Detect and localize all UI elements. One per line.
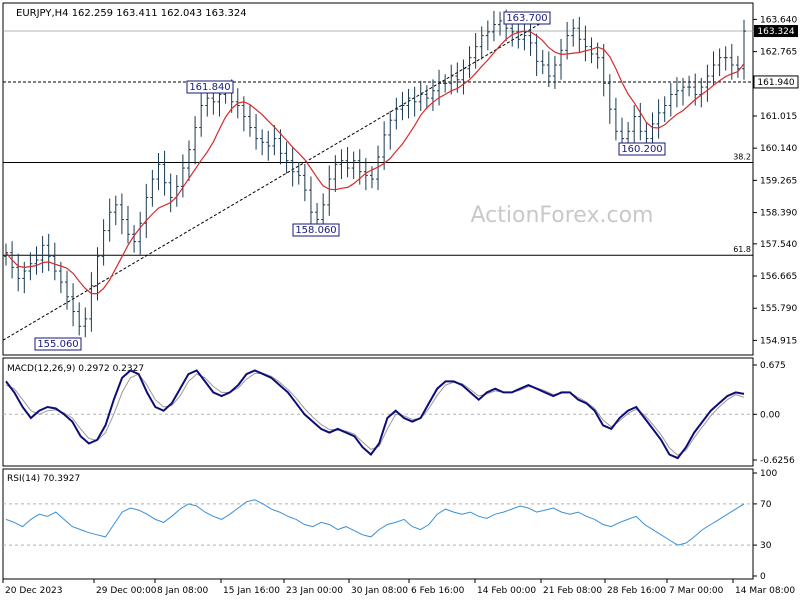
rsi-tick-label: 100	[760, 469, 777, 479]
rsi-tick-label: 0	[760, 572, 766, 582]
price-tick-label: 161.015	[760, 112, 797, 122]
time-tick-label: 14 Feb 00:00	[477, 586, 536, 596]
macd-tick-label: 0.675	[760, 361, 786, 371]
macd-panel: MACD(12,26,9) 0.2972 0.2327 0.675 0.00 -0.…	[2, 357, 795, 467]
current-price-box	[754, 25, 798, 38]
rsi-tick-label: 70	[760, 500, 772, 510]
rsi-panel-frame	[2, 468, 754, 580]
price-tick-label: 159.265	[760, 176, 797, 186]
price-annotation-box	[186, 80, 234, 94]
price-tick-label: 155.790	[760, 304, 797, 314]
rsi-line	[5, 499, 745, 546]
time-tick-label: 15 Jan 16:00	[223, 586, 280, 596]
rsi-title: RSI(14) 70.3927	[7, 474, 80, 484]
price-tick-label: 154.915	[760, 336, 797, 346]
macd-tick-label: 0.00	[760, 410, 780, 420]
price-tick-label: 156.665	[760, 272, 797, 282]
time-tick-label: 8 Jan 08:00	[157, 586, 209, 596]
price-panel-frame	[2, 2, 754, 356]
price-panel: EURJPY,H4 162.259 163.411 162.043 163.32…	[2, 2, 799, 356]
macd-tick-label: -0.6256	[760, 456, 795, 466]
current-price-label: 163.324	[757, 27, 794, 37]
price-annotation-label: 155.060	[37, 339, 78, 350]
macd-axis-ticks: 0.675 0.00 -0.6256	[3, 361, 795, 466]
rsi-panel: RSI(14) 70.3927 100 70 30 0	[2, 468, 777, 582]
time-tick-label: 23 Jan 00:00	[286, 586, 343, 596]
fib-level-label: 38.2	[733, 153, 751, 162]
time-tick-label: 7 Mar 00:00	[669, 586, 724, 596]
time-tick-label: 14 Mar 08:00	[735, 586, 795, 596]
level-price-box	[753, 75, 799, 89]
rsi-axis-ticks: 100 70 30 0	[3, 469, 777, 582]
fib-level-label: 61.8	[733, 245, 751, 254]
time-tick-label: 6 Feb 16:00	[411, 586, 465, 596]
price-axis-ticks: 163.640 162.765 161.015 160.140 159.265 158.3…	[753, 15, 797, 346]
price-annotation-label: 163.700	[506, 13, 547, 24]
time-tick-label: 28 Feb 16:00	[607, 586, 666, 596]
time-tick-label: 21 Feb 08:00	[543, 586, 602, 596]
price-tick-label: 158.390	[760, 209, 797, 219]
price-annotation-box	[292, 223, 340, 237]
price-tick-label: 160.140	[760, 144, 797, 154]
price-tick-label: 157.540	[760, 240, 797, 250]
macd-panel-frame	[2, 357, 754, 467]
macd-line	[5, 369, 745, 460]
macd-plot	[5, 369, 745, 460]
chart-header: EURJPY,H4 162.259 163.411 162.043 163.32…	[16, 8, 247, 19]
moving-average-line	[5, 30, 745, 295]
price-annotations: 163.700 161.840 160.200 158.060 155.060 163.3…	[34, 11, 799, 351]
price-annotation-box	[503, 11, 551, 25]
price-annotation-label: 160.200	[621, 144, 662, 155]
rsi-tick-label: 30	[760, 541, 772, 551]
time-tick-label: 29 Dec 00:00	[96, 586, 157, 596]
rsi-plot	[5, 499, 745, 546]
level-price-label: 161.940	[757, 78, 794, 88]
time-tick-label: 20 Dec 2023	[5, 586, 63, 596]
price-tick-label: 163.640	[760, 15, 797, 25]
macd-title: MACD(12,26,9) 0.2972 0.2327	[7, 364, 144, 374]
price-tick-label: 162.765	[760, 48, 797, 58]
time-axis: 20 Dec 2023 29 Dec 00:00 8 Jan 08:00 15 Jan…	[2, 579, 795, 596]
price-annotation-label: 161.840	[189, 82, 230, 93]
time-tick-label: 30 Jan 08:00	[351, 586, 408, 596]
price-annotation-label: 158.060	[295, 225, 336, 236]
price-annotation-box	[34, 337, 82, 351]
price-annotation-box	[618, 142, 666, 156]
watermark: ActionForex.com	[471, 203, 654, 228]
